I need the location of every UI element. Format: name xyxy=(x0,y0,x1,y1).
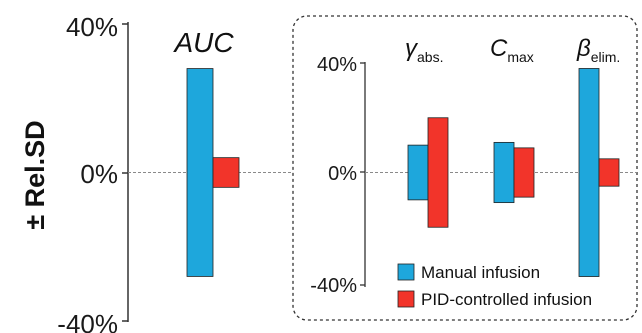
y-axis-label: ± Rel.SD xyxy=(20,120,50,229)
legend-swatch-pid-controlled-infusion xyxy=(397,290,415,308)
category-cmax-base: C xyxy=(490,35,508,62)
bar-beta-elim-pid-controlled-infusion xyxy=(598,158,620,187)
category-label-gamma-abs: γabs. xyxy=(405,35,443,65)
bar-cmax-manual-infusion xyxy=(493,141,515,204)
legend-label-manual-infusion: Manual infusion xyxy=(421,263,540,282)
right-y-tick-label-bottom: -40% xyxy=(310,275,357,297)
parameters-panel-frame xyxy=(292,15,638,321)
bar-gamma-abs-manual-infusion xyxy=(407,144,429,201)
category-cmax-sub: max xyxy=(507,49,533,65)
bar-beta-elim-manual-infusion xyxy=(578,68,600,277)
auc-panel-title: AUC xyxy=(172,27,234,58)
bar-cmax-pid-controlled-infusion xyxy=(513,147,535,198)
left-y-tick-label-bottom: -40% xyxy=(57,309,118,333)
bar-gamma-abs-pid-controlled-infusion xyxy=(427,117,449,228)
category-label-cmax: Cmax xyxy=(490,35,534,65)
legend-label-pid-controlled-infusion: PID-controlled infusion xyxy=(421,290,592,309)
bar-auc-manual-infusion xyxy=(186,68,214,277)
category-beta-sub: elim. xyxy=(591,49,621,65)
left-y-tick-label-mid: 0% xyxy=(80,159,118,189)
legend-swatch-manual-infusion xyxy=(397,263,415,281)
right-y-tick-label-top: 40% xyxy=(317,54,357,76)
category-beta-base: β xyxy=(576,35,591,62)
right-y-tick-label-mid: 0% xyxy=(328,163,357,185)
legend: Manual infusion PID-controlled infusion xyxy=(397,263,592,309)
category-gamma-base: γ xyxy=(405,35,419,62)
category-label-beta-elim: βelim. xyxy=(576,35,620,65)
left-y-tick-label-top: 40% xyxy=(66,12,118,42)
category-gamma-sub: abs. xyxy=(417,49,443,65)
bar-auc-pid-controlled-infusion xyxy=(212,157,240,188)
